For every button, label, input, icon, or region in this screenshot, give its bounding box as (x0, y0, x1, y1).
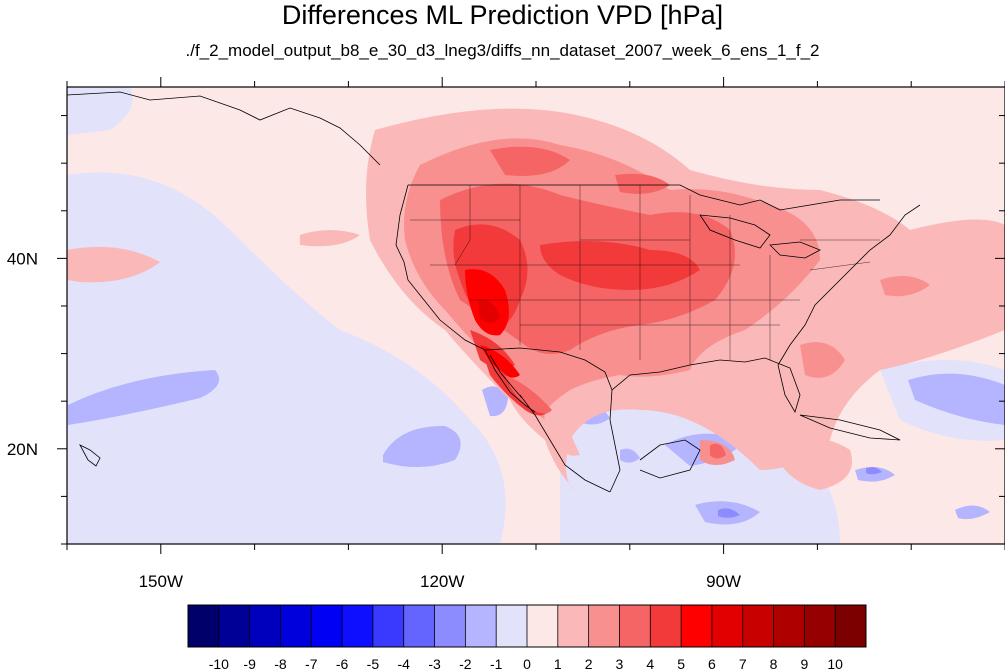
colorbar-label: 8 (770, 656, 778, 672)
colorbar-label: 0 (523, 656, 531, 672)
colorbar-label: 7 (739, 656, 747, 672)
colorbar-swatch (619, 605, 651, 647)
axis-ticks: 150W 120W 90W 40N 20N (7, 77, 1005, 591)
colorbar-label: -3 (428, 656, 441, 672)
colorbar-label: -2 (459, 656, 472, 672)
colorbar-swatch (681, 605, 713, 647)
colorbar-label: 6 (708, 656, 716, 672)
colorbar-swatch (742, 605, 775, 647)
colorbar-swatch (403, 605, 436, 647)
lon-tick-label: 90W (706, 572, 741, 591)
colorbar-label: 1 (554, 656, 562, 672)
colorbar-swatch (804, 605, 836, 647)
colorbar-label: -8 (274, 656, 287, 672)
colorbar-swatch (496, 605, 528, 647)
colorbar-frame (187, 604, 867, 648)
colorbar-label: -7 (305, 656, 318, 672)
colorbar-label: -9 (243, 656, 256, 672)
colorbar-swatch (527, 605, 559, 647)
colorbar-swatch (249, 605, 281, 647)
colorbar-label: 10 (827, 656, 843, 672)
colorbar-swatch (650, 605, 682, 647)
colorbar-label: -1 (490, 656, 503, 672)
colorbar-swatch (835, 605, 867, 647)
colorbar-swatch (188, 605, 220, 647)
map-subtitle: ./f_2_model_output_b8_e_30_d3_lneg3/diff… (185, 41, 820, 60)
colorbar-swatch (311, 605, 343, 647)
colorbar-swatch (465, 605, 497, 647)
colorbar-swatch (280, 605, 312, 647)
colorbar-label: -5 (367, 656, 380, 672)
colorbar-swatch (372, 605, 405, 647)
colorbar-swatch (711, 605, 744, 647)
colorbar-swatch (342, 605, 374, 647)
map-title: Differences ML Prediction VPD [hPa] (281, 0, 724, 30)
colorbar-label: 9 (800, 656, 808, 672)
colorbar: -10 -9 -8 -7 -6 -5 -4 -3 -2 -1 0 1 2 3 4 5 6 7 8 9 10 (187, 604, 867, 672)
contour-field (67, 87, 1005, 544)
colorbar-swatch (588, 605, 620, 647)
colorbar-swatch (218, 605, 251, 647)
lon-tick-label: 120W (420, 572, 464, 591)
colorbar-label: -6 (336, 656, 349, 672)
lat-tick-label: 40N (7, 249, 38, 268)
colorbar-label: 5 (677, 656, 685, 672)
colorbar-label: 2 (585, 656, 593, 672)
colorbar-label: 4 (646, 656, 654, 672)
lat-tick-label: 20N (7, 440, 38, 459)
colorbar-swatch (434, 605, 466, 647)
colorbar-label: -10 (209, 656, 229, 672)
colorbar-label: -4 (398, 656, 411, 672)
colorbar-swatch (773, 605, 805, 647)
lon-tick-label: 150W (139, 572, 183, 591)
colorbar-label: 3 (616, 656, 624, 672)
colorbar-swatch (557, 605, 590, 647)
